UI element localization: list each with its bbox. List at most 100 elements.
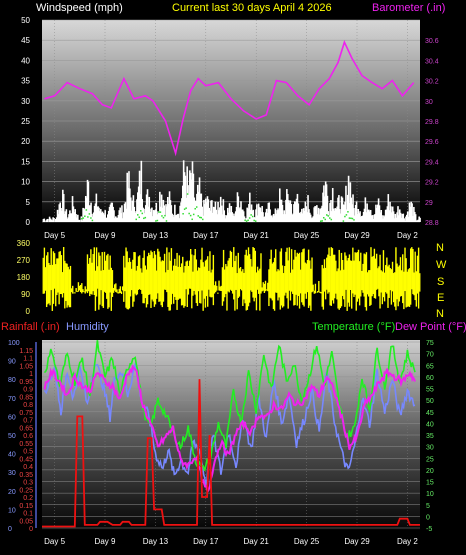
temperature-tick-label: 45	[426, 410, 434, 417]
temperature-tick-label: 20	[426, 468, 434, 475]
wind-speed-bar	[96, 206, 99, 222]
wind-speed-bar	[398, 209, 401, 222]
wind-speed-bar	[200, 193, 203, 222]
temperature-tick-label: 40	[426, 421, 434, 428]
wind-speed-bar	[351, 204, 353, 222]
wind-speed-bar	[164, 216, 166, 222]
wind-speed-bar	[95, 193, 98, 222]
wind-speed-bar	[89, 205, 91, 222]
wind-speed-bar	[361, 216, 363, 222]
gust-dot	[322, 217, 325, 219]
wind-speed-bar	[404, 220, 406, 222]
wind-speed-bar	[337, 197, 339, 222]
gust-dot	[135, 218, 137, 221]
wind-speed-bar	[413, 211, 416, 222]
wind-speed-bar	[261, 206, 263, 222]
wind-speed-bar	[241, 209, 243, 222]
wind-speed-bar	[338, 209, 341, 222]
wind-speed-bar	[115, 217, 118, 222]
wind-tick-label: 15	[21, 157, 30, 166]
wind-x-tick-label: Day 29	[344, 231, 370, 240]
wind-speed-bar	[204, 203, 206, 222]
wind-speed-bar	[76, 217, 78, 222]
wind-tick-label: 30	[21, 97, 30, 106]
weather-x-tick-label: Day 2	[397, 537, 418, 546]
wind-speed-bar	[275, 213, 278, 222]
wind-speed-bar	[51, 220, 54, 222]
wind-speed-bar	[198, 177, 201, 222]
wind-speed-bar	[388, 210, 390, 222]
wind-speed-bar	[294, 201, 296, 222]
wind-speed-bar	[48, 216, 51, 222]
humidity-tick-label: 0	[8, 526, 12, 533]
wind-speed-bar	[208, 207, 211, 222]
wind-speed-bar	[122, 218, 124, 222]
wind-speed-bar	[258, 207, 261, 222]
wind-speed-bar	[134, 212, 136, 222]
wind-speed-bar	[303, 210, 306, 222]
wind-speed-bar	[408, 202, 411, 222]
wind-speed-bar	[94, 203, 97, 222]
wind-speed-bar	[316, 214, 319, 222]
wind-speed-bar	[105, 217, 107, 222]
wind-speed-bar	[53, 218, 55, 222]
wind-speed-bar	[410, 201, 413, 222]
wind-speed-bar	[77, 214, 79, 222]
wind-speed-bar	[131, 200, 134, 222]
humidity-tick-label: 10	[8, 507, 16, 514]
wind-speed-bar	[120, 213, 122, 222]
gust-dot	[345, 214, 348, 216]
wind-speed-bar	[196, 184, 199, 222]
wind-speed-bar	[323, 185, 325, 222]
wind-speed-bar	[331, 187, 334, 222]
rain-tick-label: 0.85	[19, 394, 33, 401]
wind-speed-bar	[97, 206, 99, 222]
wind-speed-bar	[377, 198, 380, 222]
wind-speed-bar	[160, 194, 163, 222]
wind-speed-bar	[168, 191, 171, 222]
wind-speed-bar	[341, 197, 344, 222]
wind-speed-bar	[314, 206, 316, 222]
wind-speed-bar	[218, 210, 220, 222]
wind-speed-bar	[82, 207, 84, 222]
wind-speed-bar	[298, 212, 301, 222]
wind-speed-bar	[231, 212, 233, 222]
wind-speed-bar	[172, 214, 174, 222]
wind-speed-bar	[114, 218, 116, 222]
wind-speed-bar	[311, 217, 314, 222]
wind-speed-bar	[201, 206, 203, 222]
wind-speed-bar	[73, 212, 76, 222]
wind-speed-bar	[209, 210, 211, 222]
wind-speed-bar	[396, 212, 398, 222]
wind-speed-bar	[366, 203, 368, 222]
wind-speed-bar	[128, 171, 130, 222]
wind-speed-bar	[175, 214, 178, 222]
gust-dot	[342, 220, 345, 222]
wind-speed-bar	[391, 206, 394, 222]
rain-tick-label: 0.35	[19, 472, 33, 479]
gust-dot	[165, 220, 168, 222]
wind-speed-bar	[413, 206, 415, 222]
wind-speed-bar	[347, 175, 350, 222]
rain-tick-label: 0.5	[23, 449, 33, 456]
wind-speed-bar	[70, 213, 73, 222]
wind-speed-bar	[226, 207, 229, 222]
wind-speed-bar	[113, 210, 115, 222]
gust-dot	[88, 213, 91, 215]
wind-speed-bar	[138, 170, 141, 222]
temperature-tick-label: 15	[426, 480, 434, 487]
wind-speed-bar	[262, 212, 264, 222]
wind-speed-bar	[229, 212, 232, 222]
wind-speed-bar	[299, 213, 301, 222]
wind-speed-bar	[329, 203, 331, 222]
wind-speed-bar	[106, 217, 108, 222]
wind-speed-bar	[125, 208, 128, 222]
wind-speed-bar	[280, 199, 283, 222]
wind-speed-bar	[307, 195, 309, 222]
wind-speed-bar	[163, 205, 166, 222]
wind-speed-bar	[383, 216, 386, 222]
weather-x-tick-label: Day 9	[95, 537, 116, 546]
wind-speed-bar	[339, 213, 342, 222]
wind-speed-bar	[398, 215, 400, 222]
